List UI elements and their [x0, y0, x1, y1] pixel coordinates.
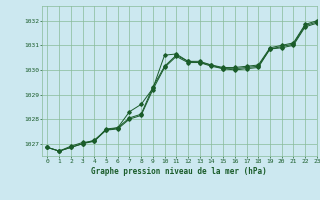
- X-axis label: Graphe pression niveau de la mer (hPa): Graphe pression niveau de la mer (hPa): [91, 167, 267, 176]
